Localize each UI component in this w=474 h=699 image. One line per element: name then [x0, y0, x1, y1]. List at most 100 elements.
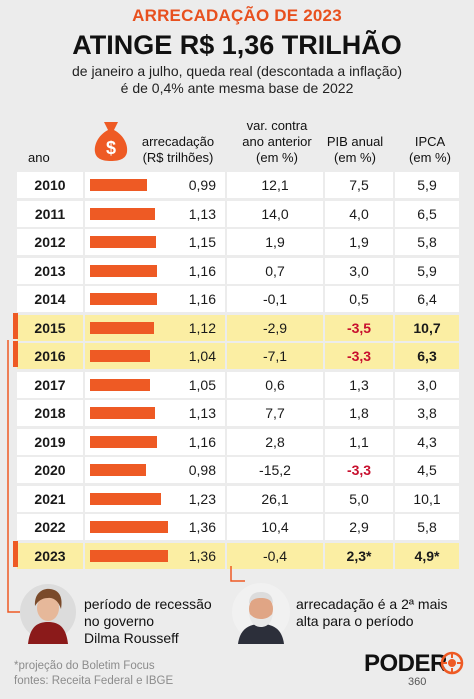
dilma-portrait [20, 584, 76, 644]
table-cell-bg [395, 258, 459, 284]
table-cell-bg [395, 201, 459, 227]
table-cell-bg [227, 315, 323, 341]
poder360-logo-icon [440, 651, 464, 675]
row-year: 2014 [34, 291, 66, 307]
col-header-ipca: IPCA (em %) [398, 134, 462, 166]
table-cell-bg [325, 258, 393, 284]
row-year: 2010 [34, 177, 66, 193]
table-cell-bg [17, 229, 83, 255]
revenue-bar [90, 550, 168, 562]
table-row: 2010 0,99 12,1 7,5 5,9 [0, 172, 474, 198]
logo-poder: PODER [364, 650, 447, 677]
recession-marker-2015 [13, 313, 18, 339]
revenue-bar [90, 265, 157, 277]
subtitle-line-2: é de 0,4% ante mesma base de 2022 [120, 80, 354, 96]
table-cell-bg [227, 343, 323, 369]
row-var: 7,7 [265, 405, 285, 421]
footnote-projection: *projeção do Boletim Focus [14, 660, 155, 672]
row-revenue: 1,04 [188, 348, 216, 364]
recession-note-line1: período de recessão [84, 596, 212, 612]
row-year: 2022 [34, 519, 66, 535]
revenue-bar [90, 521, 168, 533]
table-cell-bg [395, 429, 459, 455]
table-cell-bg [227, 258, 323, 284]
table-cell-bg [17, 429, 83, 455]
table-cell-bg [325, 400, 393, 426]
table-row: 2011 1,13 14,0 4,0 6,5 [0, 201, 474, 227]
table-row: 2021 1,23 26,1 5,0 10,1 [0, 486, 474, 512]
revenue-bar [90, 322, 154, 334]
row-pib: 1,1 [349, 434, 369, 450]
row-year: 2023 [34, 548, 66, 564]
row-revenue: 1,16 [188, 291, 216, 307]
chart-title: ARRECADAÇÃO DE 2023 [132, 6, 342, 25]
row-ipca: 5,9 [417, 177, 437, 193]
recession-note: período de recessão no governo Dilma Rou… [84, 596, 212, 647]
table-cell-bg [325, 315, 393, 341]
table-cell-bg [325, 201, 393, 227]
col-header-ano: ano [28, 150, 50, 165]
row-revenue: 1,13 [188, 405, 216, 421]
table-cell-bg [17, 514, 83, 540]
table-cell-bg [395, 315, 459, 341]
col-header-var-line1: var. contra [246, 118, 308, 133]
col-header-var-line2: ano anterior [242, 134, 312, 149]
row-year: 2013 [34, 263, 66, 279]
table-cell-bg [17, 343, 83, 369]
row-var: -2,9 [262, 320, 288, 336]
row-year: 2016 [34, 348, 66, 364]
table-cell-bg [17, 486, 83, 512]
table-cell-bg [227, 429, 323, 455]
row-ipca: 3,0 [417, 377, 437, 393]
row-pib: 5,0 [349, 491, 369, 507]
table-cell-bg [227, 286, 323, 312]
table-cell-bg [227, 486, 323, 512]
footnote-sources: fontes: Receita Federal e IBGE [14, 675, 174, 687]
row-var: 10,4 [261, 519, 289, 535]
row-revenue: 1,16 [188, 263, 216, 279]
table-cell-bg [325, 486, 393, 512]
row-var: 12,1 [261, 177, 289, 193]
col-header-pib-line1: PIB anual [326, 134, 384, 149]
table-row: 2016 1,04 -7,1 -3,3 6,3 [0, 343, 474, 369]
table-cell-bg [17, 400, 83, 426]
row-var: 0,7 [265, 263, 285, 279]
row-year: 2021 [34, 491, 66, 507]
svg-text:$: $ [106, 138, 116, 158]
row-pib: 7,5 [349, 177, 369, 193]
table-row: 2023 1,36 -0,4 2,3* 4,9* [0, 543, 474, 569]
table-cell-bg [325, 457, 393, 483]
row-revenue: 0,98 [188, 462, 216, 478]
row-revenue: 1,05 [188, 377, 216, 393]
row-year: 2015 [34, 320, 66, 336]
table-cell-bg [17, 201, 83, 227]
table-cell-bg [227, 514, 323, 540]
record-note: arrecadação é a 2ª mais alta para o perí… [296, 596, 447, 630]
recession-marker-2016 [13, 341, 18, 367]
table-cell-bg [395, 372, 459, 398]
row-year: 2019 [34, 434, 66, 450]
col-header-arrecadacao-line1: arrecadação [141, 134, 215, 149]
table-cell-bg [227, 229, 323, 255]
table-row: 2013 1,16 0,7 3,0 5,9 [0, 258, 474, 284]
chart-headline: ATINGE R$ 1,36 TRILHÃO [72, 30, 402, 60]
revenue-bar [90, 350, 150, 362]
table-cell-bg [227, 457, 323, 483]
row-var: -0,1 [262, 291, 288, 307]
col-header-ipca-line1: IPCA [414, 134, 446, 149]
col-header-arrecadacao-line2: (R$ trilhões) [142, 150, 214, 165]
row-year: 2012 [34, 234, 66, 250]
table-cell-bg [395, 457, 459, 483]
table-cell-bg [17, 457, 83, 483]
table-cell-bg [17, 258, 83, 284]
record-marker-2023 [13, 541, 18, 567]
table-cell-bg [17, 543, 83, 569]
table-row: 2020 0,98 -15,2 -3,3 4,5 [0, 457, 474, 483]
revenue-bar [90, 236, 156, 248]
row-var: 0,6 [265, 377, 285, 393]
row-year: 2017 [34, 377, 66, 393]
row-pib: -3,3 [346, 462, 372, 478]
row-revenue: 1,16 [188, 434, 216, 450]
table-cell-bg [325, 372, 393, 398]
revenue-bar [90, 464, 146, 476]
